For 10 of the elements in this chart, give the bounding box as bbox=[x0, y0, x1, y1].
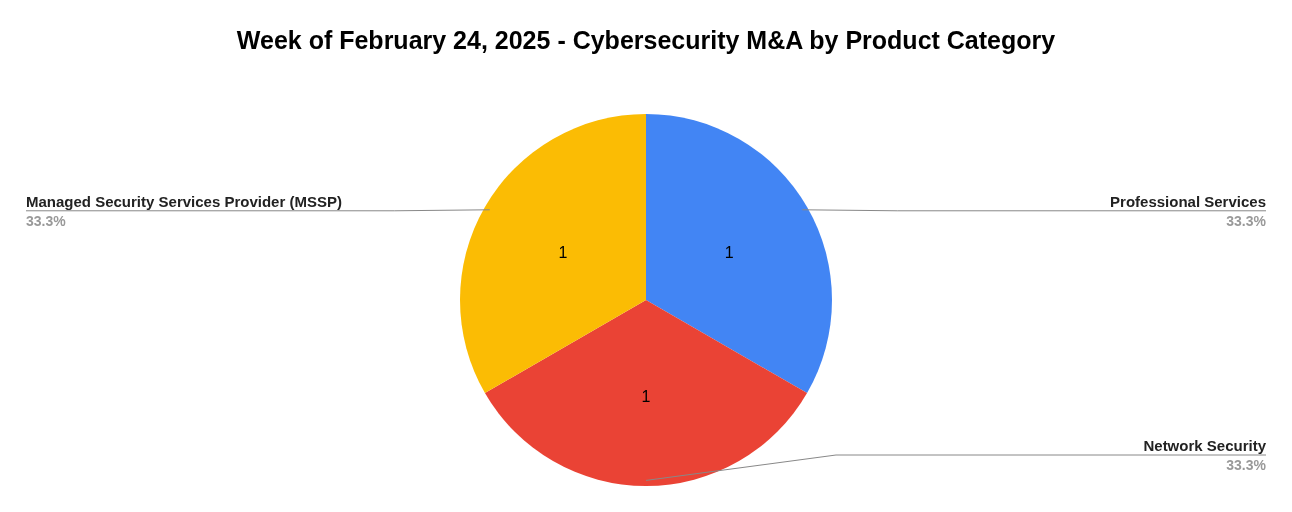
data-label: 1 bbox=[558, 243, 568, 261]
data-label: 1 bbox=[641, 387, 651, 405]
slice-label: Network Security bbox=[1143, 437, 1267, 454]
data-label: 1 bbox=[724, 243, 734, 261]
slice-label: Professional Services bbox=[1110, 192, 1266, 210]
chart-title: Week of February 24, 2025 - Cybersecurity M&A by Product Category bbox=[236, 25, 1056, 54]
text: 33.3% bbox=[1226, 212, 1267, 229]
slice-label: Managed Security Services Provider (MSSP) bbox=[26, 192, 342, 210]
text: 33.3% bbox=[1226, 457, 1267, 473]
text: 33.3% bbox=[26, 212, 67, 229]
